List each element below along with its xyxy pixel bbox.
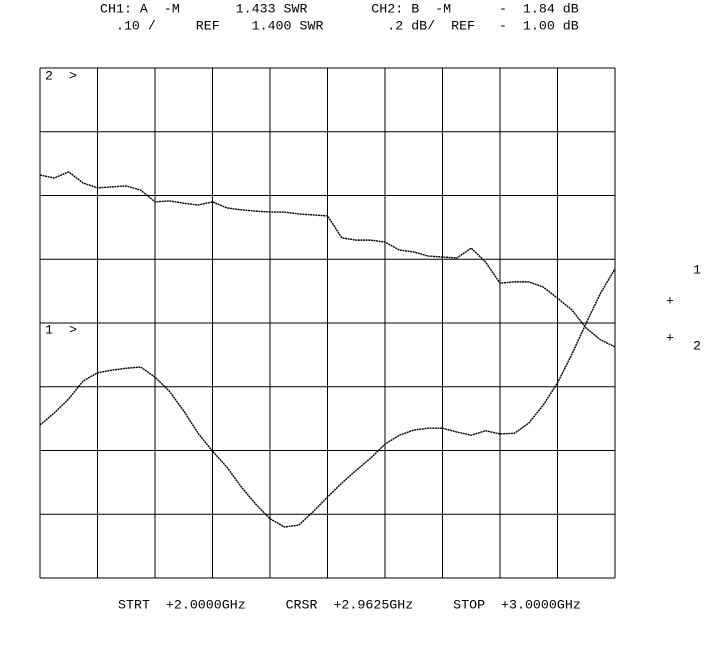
channel-marker: + <box>666 331 674 346</box>
channel-marker: 1 <box>693 263 701 278</box>
channel-marker: 1 > <box>45 323 77 338</box>
trace <box>39 268 616 528</box>
channel-marker: 2 > <box>45 69 77 84</box>
trace <box>39 171 616 348</box>
header-line: .10 / REF 1.400 SWR .2 dB/ REF - 1.00 dB <box>100 19 579 34</box>
channel-marker: + <box>666 294 674 309</box>
channel-marker: 2 <box>693 339 701 354</box>
footer: STRT +2.0000GHz CRSR +2.9625GHz STOP +3.… <box>118 598 581 613</box>
header-line: CH1: A -M 1.433 SWR CH2: B -M - 1.84 dB <box>100 2 579 17</box>
